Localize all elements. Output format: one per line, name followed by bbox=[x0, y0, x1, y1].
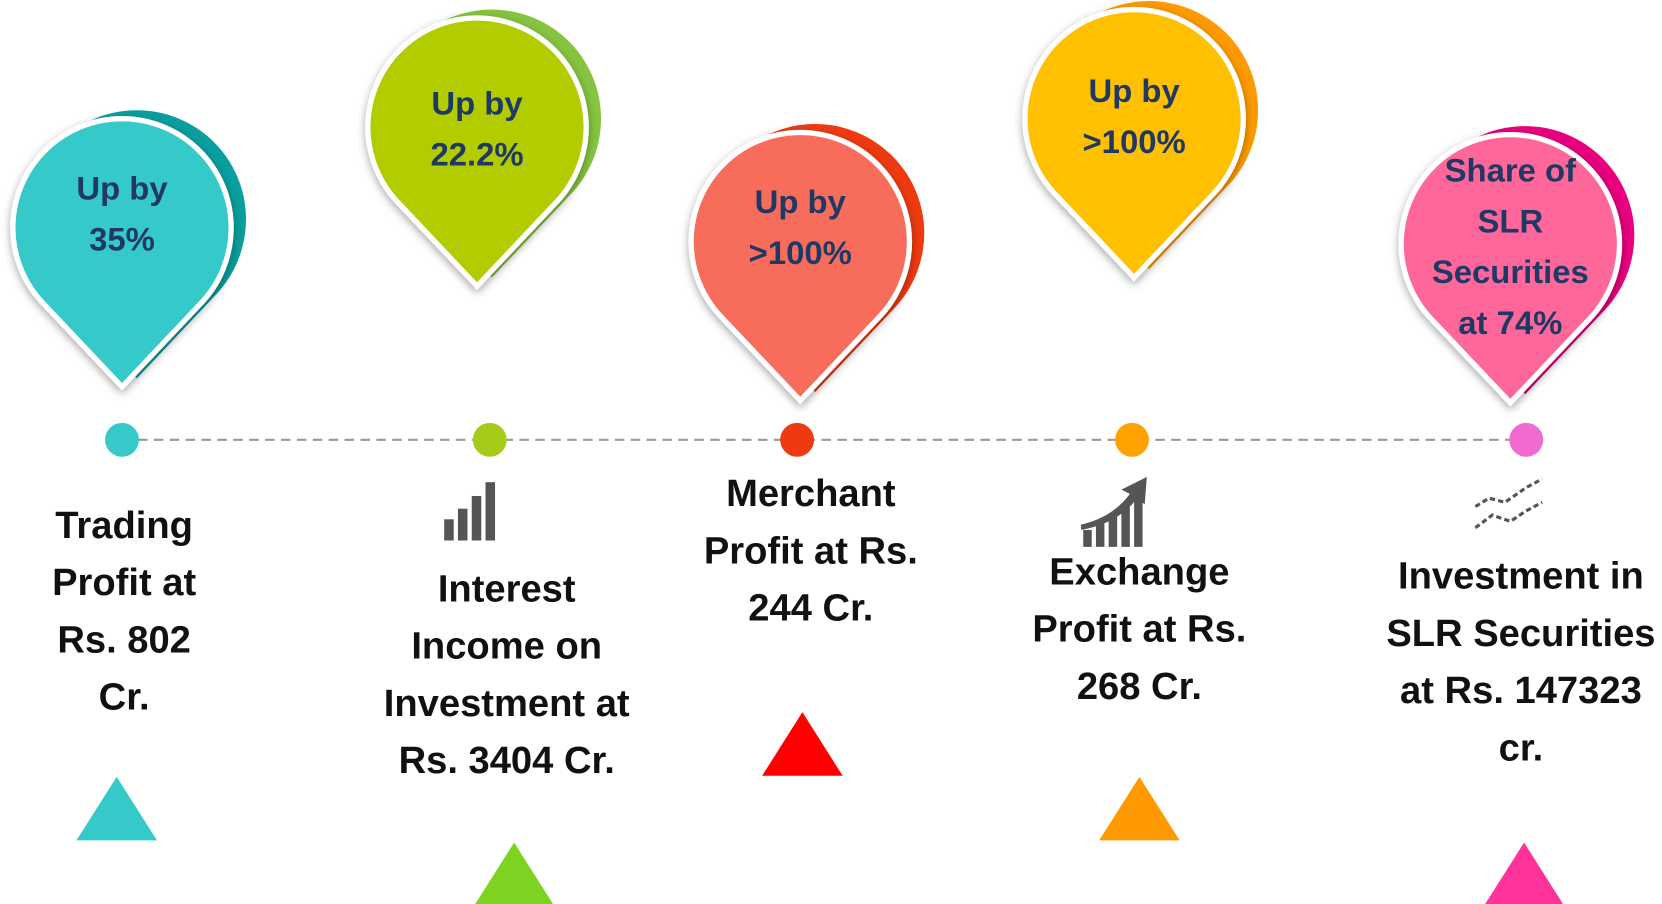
pin-body bbox=[1022, 6, 1246, 282]
item-label: Profit at bbox=[52, 561, 196, 604]
item-label: Investment at bbox=[384, 682, 630, 725]
item-label: Profit at Rs. bbox=[704, 529, 918, 572]
timeline-dot bbox=[1509, 422, 1544, 457]
pin-text: Up by bbox=[1088, 72, 1180, 109]
triangle-marker bbox=[1485, 842, 1564, 904]
timeline-dot bbox=[105, 422, 139, 457]
item-label: Rs. 3404 Cr. bbox=[399, 739, 615, 782]
pin-text: SLR bbox=[1477, 202, 1543, 239]
triangle-marker bbox=[76, 776, 157, 841]
timeline-dot bbox=[472, 422, 507, 457]
pin-text: Securities bbox=[1432, 253, 1589, 290]
pin-text: >100% bbox=[1083, 123, 1186, 160]
item-label: at Rs. 147323 bbox=[1400, 669, 1642, 712]
pin-body bbox=[688, 129, 913, 405]
item-label: Exchange bbox=[1049, 550, 1229, 593]
pin: Up by 35% bbox=[10, 110, 246, 391]
pin: Share of SLR Securities at 74% bbox=[1398, 126, 1635, 407]
growth-icon bbox=[1081, 476, 1147, 547]
pin: Up by >100% bbox=[1022, 1, 1259, 282]
pin-text: at 74% bbox=[1458, 304, 1562, 341]
timeline-dot bbox=[1115, 422, 1149, 457]
item-label: Cr. bbox=[99, 676, 150, 719]
pin-text: Up by bbox=[755, 183, 847, 220]
pin-body bbox=[365, 15, 589, 291]
bar-icon bbox=[444, 482, 496, 541]
timeline-dot bbox=[780, 422, 815, 457]
pin: Up by >100% bbox=[688, 123, 925, 405]
item-label: SLR Securities bbox=[1386, 612, 1655, 655]
pin-text: 22.2% bbox=[430, 136, 523, 173]
pin-body bbox=[10, 116, 234, 391]
pin-text: Share of bbox=[1445, 151, 1576, 188]
pin-text: >100% bbox=[749, 234, 852, 271]
triangle-marker bbox=[762, 712, 843, 776]
item-label: 244 Cr. bbox=[748, 587, 873, 630]
pin-text: Up by bbox=[431, 85, 523, 122]
triangle-marker bbox=[475, 842, 554, 904]
pin-text: 35% bbox=[89, 220, 155, 257]
trend-icon bbox=[1474, 477, 1543, 530]
item-label: Rs. 802 bbox=[57, 618, 191, 661]
pin: Up by 22.2% bbox=[365, 9, 602, 291]
triangle-marker bbox=[1099, 776, 1180, 841]
item-label: 268 Cr. bbox=[1077, 665, 1202, 708]
pin-body bbox=[1398, 132, 1623, 407]
pin-text: Up by bbox=[76, 169, 168, 206]
item-label: Interest bbox=[438, 567, 576, 610]
item-label: Profit at Rs. bbox=[1032, 608, 1246, 651]
item-label: Income on bbox=[411, 625, 602, 668]
item-label: Trading bbox=[55, 504, 193, 547]
item-label: Merchant bbox=[726, 472, 896, 515]
item-label: Investment in bbox=[1398, 555, 1644, 598]
item-label: cr. bbox=[1499, 726, 1544, 769]
